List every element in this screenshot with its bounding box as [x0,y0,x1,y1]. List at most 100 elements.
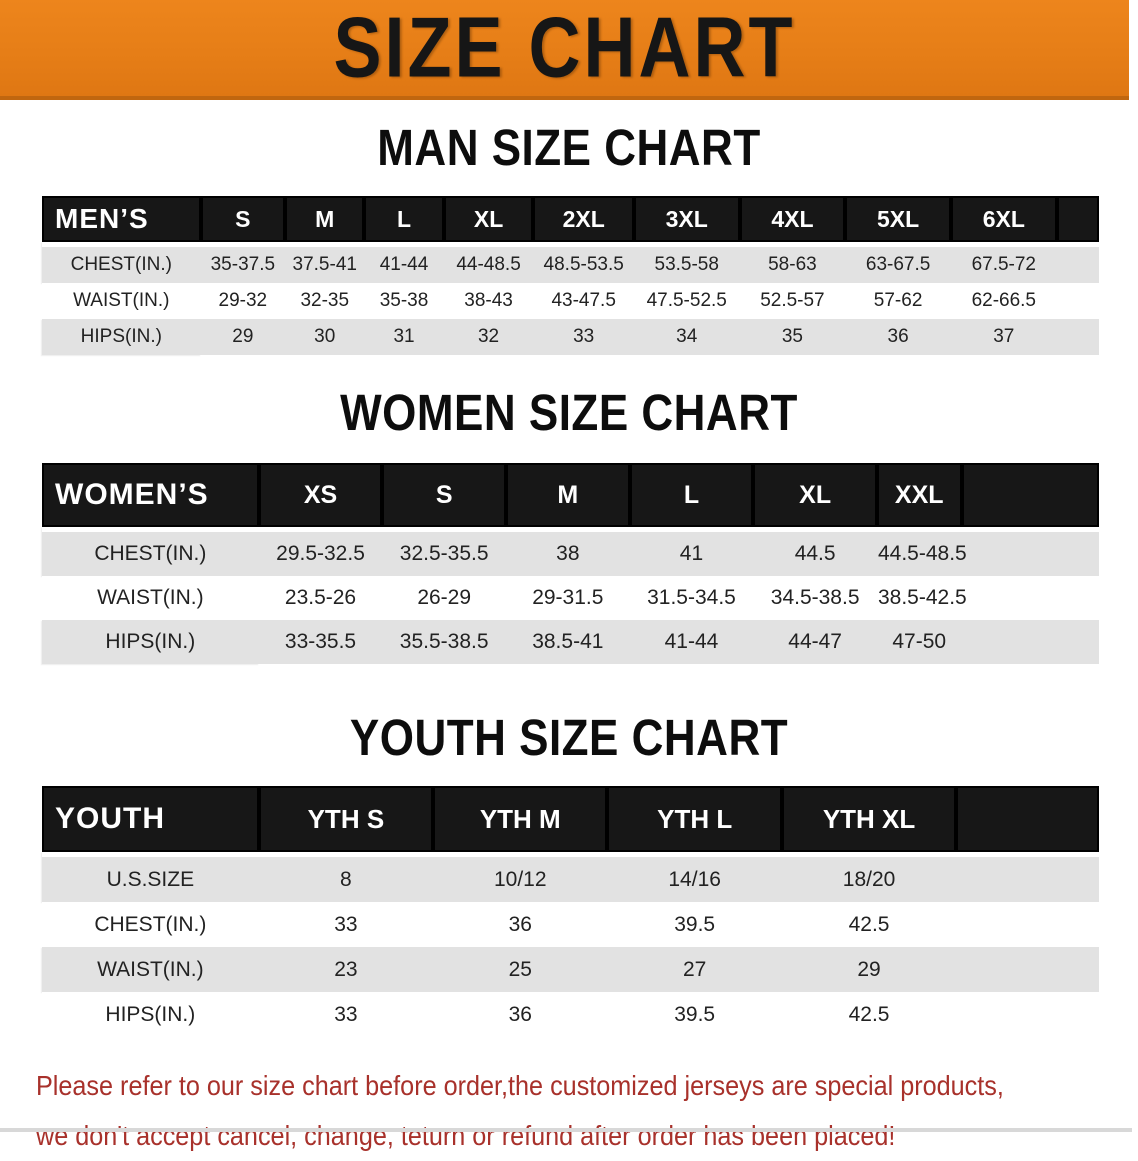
column-header: 4XL [739,196,846,242]
table-cell: 34.5-38.5 [753,576,877,620]
row-label: HIPS(IN.) [42,319,201,355]
table-cell: 53.5-58 [633,242,740,283]
table-cell: 35-37.5 [200,242,286,283]
table-cell: 26-29 [382,576,506,620]
table-cell: 58-63 [739,242,846,283]
table-cell: 32-35 [285,283,365,319]
column-header: L [364,196,444,242]
table-cell: 14/16 [607,852,782,902]
table-cell: 30 [285,319,365,355]
table-cell: 29 [781,947,957,992]
table-cell: 42.5 [781,992,957,1037]
table-row: WAIST(IN.) 23.5-26 26-29 29-31.5 31.5-34.5 34… [42,576,1099,620]
column-header: XL [753,463,877,527]
section-heading-men: MAN SIZE CHART [377,120,761,177]
table-cell: 52.5-57 [739,283,846,319]
row-label: U.S.SIZE [42,852,259,902]
filler-cell [1056,319,1099,355]
table-cell: 25 [433,947,608,992]
row-label: CHEST(IN.) [42,527,259,576]
table-cell: 42.5 [781,902,957,947]
column-header: XXL [876,463,962,527]
table-row: WAIST(IN.) 23 25 27 29 [42,947,1099,992]
table-cell: 41-44 [629,620,754,664]
column-header: YTH XL [781,786,957,852]
header-filler [1056,196,1099,242]
size-tables-container: MAN SIZE CHART MEN’S S M L XL 2XL 3XL 4XL 5XL 6XL C… [0,120,1138,1037]
table-cell: 38-43 [443,283,534,319]
disclaimer-line-2: we don't accept cancel, change, teturn o… [36,1120,896,1151]
header-filler [956,786,1099,852]
column-header: YTH S [258,786,434,852]
table-cell: 35.5-38.5 [382,620,506,664]
table-cell: 39.5 [607,902,782,947]
page-title: SIZE CHART [333,0,796,96]
table-header-label-men: MEN’S [42,196,201,242]
table-header-row: WOMEN’S XS S M L XL XXL [42,463,1099,527]
table-cell: 39.5 [607,992,782,1037]
column-header: 6XL [950,196,1057,242]
table-row: WAIST(IN.) 29-32 32-35 35-38 38-43 43-47.5 47.… [42,283,1099,319]
table-cell: 62-66.5 [950,283,1057,319]
women-size-table: WOMEN’S XS S M L XL XXL CHEST(IN.) 29.5-32.5 32.5… [42,463,1099,664]
column-header: XL [443,196,534,242]
section-heading-women: WOMEN SIZE CHART [340,385,798,442]
table-row: CHEST(IN.) 35-37.5 37.5-41 41-44 44-48.5 48.5… [42,242,1099,283]
youth-size-section: YOUTH SIZE CHART YOUTH YTH S YTH M YTH L YTH … [0,710,1138,1037]
table-cell: 23 [258,947,434,992]
men-size-section: MAN SIZE CHART MEN’S S M L XL 2XL 3XL 4XL 5XL 6XL C… [0,120,1138,355]
table-cell: 44-48.5 [443,242,534,283]
table-cell: 29-31.5 [506,576,630,620]
table-row: HIPS(IN.) 33 36 39.5 42.5 [42,992,1099,1037]
table-cell: 41 [629,527,754,576]
table-cell: 36 [845,319,951,355]
filler-cell [961,620,1099,664]
column-header: 5XL [845,196,951,242]
men-size-table: MEN’S S M L XL 2XL 3XL 4XL 5XL 6XL CHEST(IN.) 35-37… [42,196,1099,355]
table-cell: 29-32 [200,283,286,319]
table-cell: 67.5-72 [950,242,1057,283]
disclaimer: Please refer to our size chart before or… [0,1061,1138,1161]
table-cell: 33 [533,319,634,355]
section-heading-youth: YOUTH SIZE CHART [349,710,789,767]
youth-size-table: YOUTH YTH S YTH M YTH L YTH XL U.S.SIZE 8 10/12… [42,786,1099,1037]
table-cell: 48.5-53.5 [533,242,634,283]
table-cell: 32.5-35.5 [382,527,506,576]
column-header: M [285,196,365,242]
disclaimer-line-1: Please refer to our size chart before or… [36,1070,1004,1101]
column-header: S [200,196,286,242]
table-cell: 32 [443,319,534,355]
column-header: 2XL [533,196,634,242]
column-header: 3XL [633,196,740,242]
banner: SIZE CHART [0,0,1129,100]
table-cell: 63-67.5 [845,242,951,283]
column-header: YTH L [607,786,782,852]
table-cell: 35-38 [364,283,444,319]
table-row: HIPS(IN.) 33-35.5 35.5-38.5 38.5-41 41-44 44-… [42,620,1099,664]
row-label: WAIST(IN.) [42,576,259,620]
filler-cell [961,527,1099,576]
column-header: XS [258,463,383,527]
table-cell: 33 [258,902,434,947]
row-label: HIPS(IN.) [42,992,259,1037]
filler-cell [1056,283,1099,319]
table-row: U.S.SIZE 8 10/12 14/16 18/20 [42,852,1099,902]
row-label: WAIST(IN.) [42,947,259,992]
table-cell: 44.5 [753,527,877,576]
row-label: HIPS(IN.) [42,620,259,664]
table-cell: 43-47.5 [533,283,634,319]
table-cell: 38.5-42.5 [876,576,967,620]
row-label: WAIST(IN.) [42,283,201,319]
table-cell: 41-44 [364,242,444,283]
filler-cell [956,992,1099,1037]
table-cell: 29 [200,319,286,355]
filler-cell [956,902,1099,947]
bottom-edge-line [0,1128,1132,1132]
table-cell: 34 [633,319,740,355]
table-cell: 35 [739,319,846,355]
table-cell: 37 [950,319,1057,355]
column-header: S [382,463,506,527]
table-cell: 23.5-26 [258,576,383,620]
table-row: CHEST(IN.) 29.5-32.5 32.5-35.5 38 41 44.5 44.5… [42,527,1099,576]
